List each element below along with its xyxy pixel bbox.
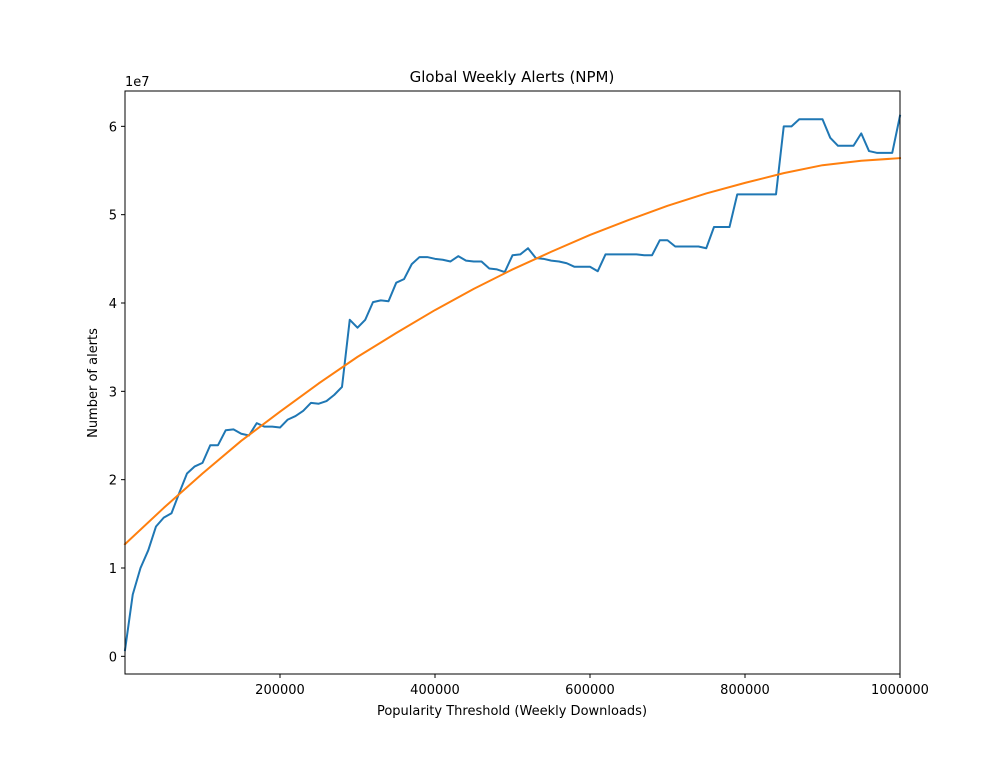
plot-frame <box>124 90 901 675</box>
y-tick-label: 3 <box>109 385 117 400</box>
y-axis-ticks: 0 1 2 3 4 5 6 <box>109 120 125 665</box>
y-tick-label: 5 <box>109 209 117 224</box>
x-axis-ticks: 200000 400000 600000 800000 1000000 <box>255 674 929 698</box>
x-tick-label: 200000 <box>255 683 305 698</box>
y-axis-offset-text: 1e7 <box>125 75 150 90</box>
y-tick-label: 2 <box>109 474 117 489</box>
series-line-fit <box>123 157 902 546</box>
series-line-observed <box>123 114 902 652</box>
x-tick-label: 600000 <box>565 683 615 698</box>
y-tick-label: 1 <box>109 562 117 577</box>
y-tick-label: 4 <box>109 297 117 312</box>
y-tick-label: 6 <box>109 120 117 135</box>
y-axis-label: Number of alerts <box>86 328 101 438</box>
chart-title: Global Weekly Alerts (NPM) <box>410 68 615 86</box>
x-tick-label: 800000 <box>720 683 770 698</box>
x-axis-label: Popularity Threshold (Weekly Downloads) <box>377 704 647 719</box>
x-tick-label: 1000000 <box>871 683 929 698</box>
x-tick-label: 400000 <box>410 683 460 698</box>
y-tick-label: 0 <box>109 650 117 665</box>
series-layer <box>123 114 902 652</box>
